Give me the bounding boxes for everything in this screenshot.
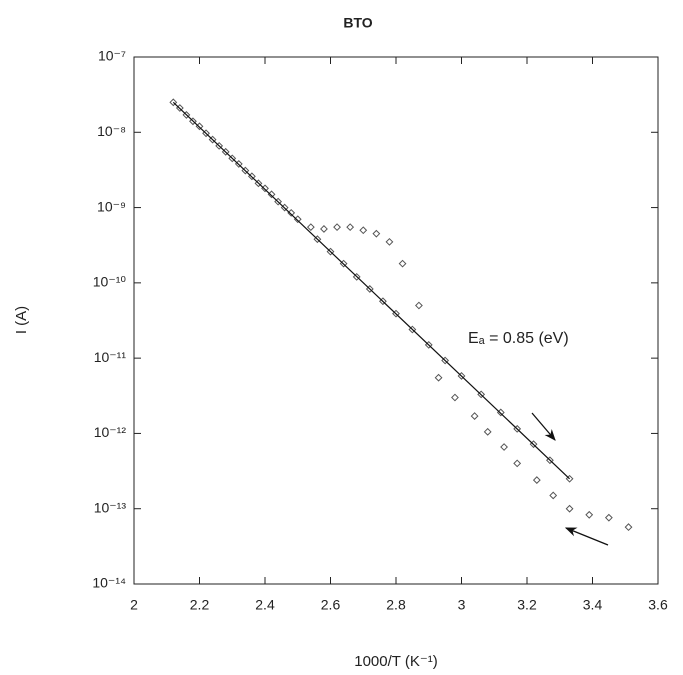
- data-point: [546, 456, 554, 465]
- data-point: [208, 135, 217, 144]
- y-tick-label: 10⁻¹¹: [94, 349, 127, 365]
- y-tick-label: 10⁻⁷: [98, 48, 126, 64]
- data-point: [549, 491, 558, 500]
- data-point: [434, 373, 443, 382]
- data-point: [565, 504, 574, 513]
- data-point: [415, 301, 423, 310]
- data-point: [333, 223, 341, 232]
- chart-title: BTO: [343, 15, 372, 31]
- data-point: [313, 235, 322, 244]
- data-point: [346, 223, 355, 232]
- data-point: [306, 223, 315, 232]
- data-point: [352, 272, 361, 281]
- y-axis-label: I (A): [13, 306, 30, 334]
- data-point: [398, 259, 407, 268]
- data-point: [500, 443, 508, 451]
- y-tick-label: 10⁻⁸: [97, 123, 126, 139]
- y-tick-label: 10⁻¹²: [94, 424, 127, 440]
- data-point: [513, 459, 522, 468]
- data-point: [169, 98, 178, 107]
- x-tick-label: 3: [458, 597, 466, 613]
- data-point: [483, 427, 492, 436]
- x-tick-label: 3.6: [648, 597, 668, 613]
- data-point: [470, 412, 479, 420]
- data-point: [585, 510, 594, 519]
- data-point: [532, 476, 541, 484]
- fit-line: [172, 101, 570, 480]
- data-point: [182, 111, 191, 119]
- y-tick-label: 10⁻¹³: [94, 499, 127, 515]
- data-point: [408, 325, 417, 334]
- data-point: [624, 523, 633, 532]
- data-point: [320, 225, 328, 233]
- x-tick-label: 2.4: [255, 597, 275, 613]
- data-point: [326, 247, 335, 256]
- data-point: [254, 179, 263, 188]
- data-point: [215, 141, 224, 150]
- data-point: [513, 424, 522, 433]
- y-tick-label: 10⁻⁹: [97, 198, 126, 214]
- y-tick-label: 10⁻¹⁴: [92, 575, 126, 591]
- data-point: [496, 408, 505, 417]
- data-point: [365, 285, 374, 293]
- heating-arrow: [531, 412, 556, 441]
- cooling-arrow: [564, 527, 609, 546]
- data-point: [359, 226, 368, 235]
- x-axis-label: 1000/T (K⁻¹): [354, 653, 438, 670]
- x-tick-label: 3.4: [583, 597, 603, 613]
- data-point: [372, 229, 381, 238]
- data-point: [565, 474, 574, 483]
- data-point: [451, 393, 459, 402]
- data-point: [604, 513, 613, 522]
- data-point: [261, 184, 269, 193]
- x-tick-label: 2: [130, 597, 138, 613]
- x-tick-label: 2.6: [321, 597, 341, 613]
- x-tick-label: 3.2: [517, 597, 537, 613]
- data-point: [424, 340, 433, 349]
- y-tick-label: 10⁻¹⁰: [93, 274, 127, 290]
- data-point: [441, 356, 450, 365]
- x-tick-label: 2.8: [386, 597, 406, 613]
- annotation: Eₐ = 0.85 (eV): [468, 330, 569, 347]
- data-point: [228, 154, 237, 163]
- data-point: [189, 117, 197, 126]
- data-point: [385, 237, 394, 246]
- x-tick-label: 2.2: [190, 597, 210, 613]
